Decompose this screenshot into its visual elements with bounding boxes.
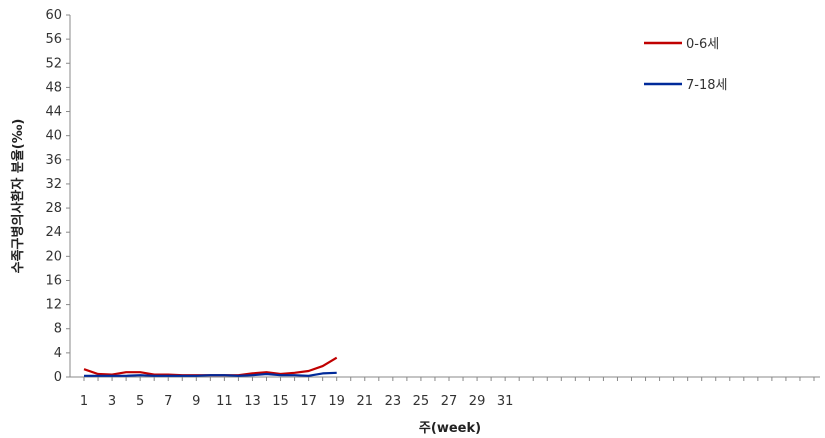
x-tick-label: 15 bbox=[272, 394, 289, 409]
x-tick-label: 21 bbox=[356, 394, 373, 409]
y-tick-label: 4 bbox=[54, 346, 62, 361]
series-lines bbox=[83, 356, 338, 377]
x-tick-label: 23 bbox=[385, 394, 402, 409]
y-tick-label: 0 bbox=[54, 370, 62, 385]
x-tick-label: 17 bbox=[300, 394, 317, 409]
series-line-7-18 bbox=[84, 371, 337, 377]
y-tick-label: 28 bbox=[45, 201, 62, 216]
y-tick-label: 60 bbox=[45, 8, 62, 23]
y-tick-label: 24 bbox=[45, 225, 62, 240]
y-tick-label: 44 bbox=[45, 105, 62, 120]
x-axis-title: 주(week) bbox=[419, 421, 481, 436]
series-line-0-6 bbox=[83, 356, 338, 377]
x-tick-label: 19 bbox=[328, 394, 345, 409]
y-tick-label: 48 bbox=[45, 80, 62, 95]
x-tick-label: 13 bbox=[244, 394, 261, 409]
axes bbox=[69, 15, 820, 378]
y-tick-label: 40 bbox=[45, 129, 62, 144]
x-tick-label: 1 bbox=[80, 394, 88, 409]
y-tick-label: 56 bbox=[45, 32, 62, 47]
y-tick-label: 36 bbox=[45, 153, 62, 168]
x-tick-label: 9 bbox=[192, 394, 200, 409]
y-tick-label: 16 bbox=[45, 273, 62, 288]
y-tick-label: 12 bbox=[45, 298, 62, 313]
x-tick-label: 7 bbox=[164, 394, 172, 409]
x-tick-label: 3 bbox=[108, 394, 116, 409]
legend: 0-6세 7-18세 bbox=[644, 37, 727, 93]
x-tick-label: 25 bbox=[413, 394, 430, 409]
y-tick-label: 32 bbox=[45, 177, 62, 192]
y-tick-label: 52 bbox=[45, 56, 62, 71]
x-tick-label: 11 bbox=[216, 394, 233, 409]
legend-label-0-6: 0-6세 bbox=[686, 37, 719, 52]
x-tick-label: 5 bbox=[136, 394, 144, 409]
y-tick-label: 20 bbox=[45, 249, 62, 264]
x-tick-label: 27 bbox=[441, 394, 458, 409]
legend-label-7-18: 7-18세 bbox=[686, 78, 727, 93]
y-tick-label: 8 bbox=[54, 322, 62, 337]
x-tick-label: 31 bbox=[497, 394, 514, 409]
y-axis-title: 수족구병의사환자 분율(‰) bbox=[10, 119, 26, 274]
x-tick-label: 29 bbox=[469, 394, 486, 409]
